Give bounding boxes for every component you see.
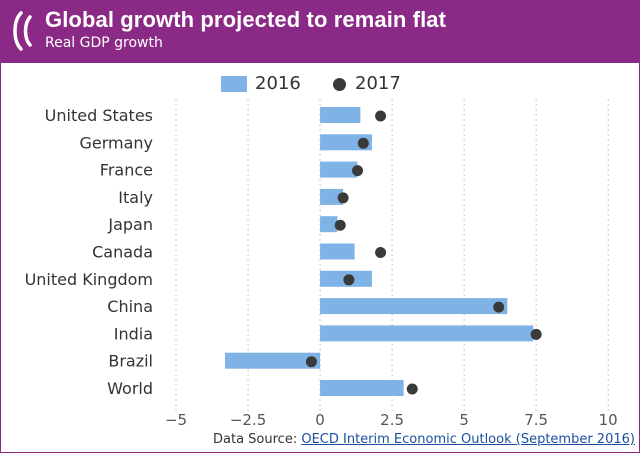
bar-2016-3 — [320, 188, 344, 205]
data-source: Data Source: OECD Interim Economic Outlo… — [213, 432, 635, 447]
category-label: World — [107, 379, 153, 398]
bar-2016-10 — [320, 380, 404, 396]
category-label: United Kingdom — [25, 270, 153, 289]
x-tick-label: 10 — [599, 411, 618, 429]
dot-2017-1 — [357, 137, 369, 149]
category-label: France — [100, 161, 153, 180]
category-label: United States — [45, 106, 153, 125]
x-tick-label: 5 — [459, 411, 469, 429]
bar-2016-7 — [320, 298, 508, 315]
dot-2017-5 — [375, 247, 387, 258]
category-label: Canada — [92, 243, 153, 262]
dot-2017-0 — [375, 110, 387, 122]
x-tick-label: −2.5 — [230, 411, 266, 429]
data-source-prefix: Data Source: — [213, 432, 302, 447]
dot-2017-3 — [337, 192, 349, 204]
category-label: Germany — [79, 133, 153, 152]
category-label: Brazil — [108, 352, 153, 371]
category-label: China — [107, 297, 153, 316]
bar-2016-9 — [224, 352, 321, 369]
legend-swatch-dot — [333, 78, 346, 91]
chart-subtitle: Real GDP growth — [45, 35, 163, 51]
dot-2017-9 — [305, 356, 317, 368]
category-label: India — [114, 324, 153, 343]
legend-label-2017: 2017 — [355, 73, 401, 94]
x-tick-label: 0 — [315, 411, 325, 429]
dot-2017-2 — [352, 165, 364, 177]
dot-2017-6 — [343, 274, 355, 286]
bar-2016-5 — [320, 243, 355, 260]
bar-2016-4 — [320, 216, 338, 233]
oecd-logo-icon — [13, 11, 32, 51]
chart-title: Global growth projected to remain flat — [45, 7, 447, 32]
bar-2016-8 — [320, 325, 534, 342]
bar-2016-2 — [320, 161, 358, 178]
dot-2017-8 — [530, 328, 542, 340]
legend-swatch-bar — [221, 76, 247, 92]
header-banner: Global growth projected to remain flat R… — [1, 1, 640, 63]
category-label: Italy — [118, 188, 153, 207]
x-tick-label: −5 — [165, 411, 187, 429]
bar-2016-0 — [320, 107, 361, 123]
data-source-link[interactable]: OECD Interim Economic Outlook (September… — [301, 432, 635, 447]
dot-2017-4 — [334, 219, 346, 231]
x-tick-label: 2.5 — [380, 411, 404, 429]
dot-2017-10 — [406, 383, 418, 395]
category-label: Japan — [107, 215, 153, 234]
legend-label-2016: 2016 — [255, 73, 301, 94]
dot-2017-7 — [493, 301, 505, 313]
x-tick-label: 7.5 — [524, 411, 548, 429]
